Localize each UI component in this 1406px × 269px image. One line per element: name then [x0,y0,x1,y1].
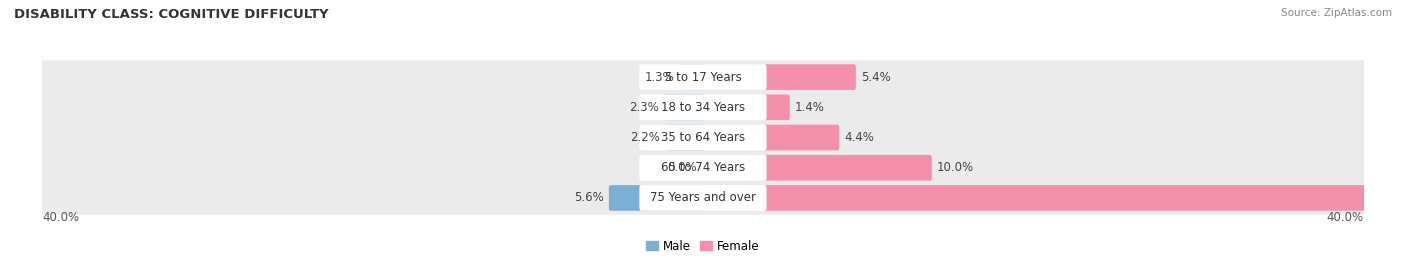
FancyBboxPatch shape [39,91,1367,124]
FancyBboxPatch shape [763,64,856,90]
Text: Source: ZipAtlas.com: Source: ZipAtlas.com [1281,8,1392,18]
FancyBboxPatch shape [609,185,704,211]
Text: 18 to 34 Years: 18 to 34 Years [661,101,745,114]
Text: 2.2%: 2.2% [630,131,659,144]
Text: 75 Years and over: 75 Years and over [650,192,756,204]
FancyBboxPatch shape [763,94,790,120]
FancyBboxPatch shape [39,121,1367,154]
FancyBboxPatch shape [39,151,1367,185]
Text: 1.4%: 1.4% [794,101,824,114]
FancyBboxPatch shape [640,125,766,150]
Text: 40.0%: 40.0% [1327,211,1364,224]
FancyBboxPatch shape [640,64,766,90]
Text: 10.0%: 10.0% [936,161,974,174]
FancyBboxPatch shape [640,155,766,180]
FancyBboxPatch shape [681,64,704,90]
Text: DISABILITY CLASS: COGNITIVE DIFFICULTY: DISABILITY CLASS: COGNITIVE DIFFICULTY [14,8,329,21]
Text: 5.4%: 5.4% [860,71,890,84]
Legend: Male, Female: Male, Female [647,240,759,253]
FancyBboxPatch shape [763,185,1406,211]
FancyBboxPatch shape [664,94,704,120]
Text: 4.4%: 4.4% [844,131,875,144]
FancyBboxPatch shape [640,94,766,120]
Text: 1.3%: 1.3% [645,71,675,84]
FancyBboxPatch shape [763,155,932,180]
FancyBboxPatch shape [39,181,1367,215]
Text: 0.0%: 0.0% [666,161,696,174]
Text: 35 to 64 Years: 35 to 64 Years [661,131,745,144]
FancyBboxPatch shape [39,60,1367,94]
Text: 5.6%: 5.6% [574,192,605,204]
FancyBboxPatch shape [640,185,766,211]
Text: 40.0%: 40.0% [42,211,79,224]
FancyBboxPatch shape [763,125,839,150]
Text: 2.3%: 2.3% [628,101,658,114]
FancyBboxPatch shape [665,125,704,150]
Text: 65 to 74 Years: 65 to 74 Years [661,161,745,174]
Text: 5 to 17 Years: 5 to 17 Years [665,71,741,84]
